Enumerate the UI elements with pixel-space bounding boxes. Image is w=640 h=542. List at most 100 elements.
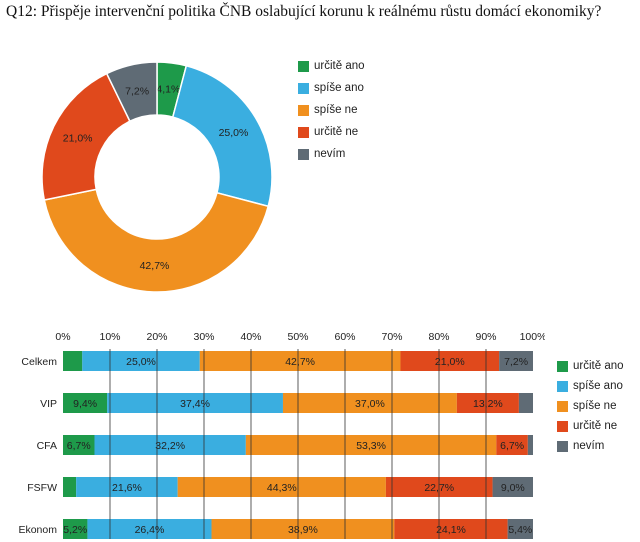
legend-swatch	[557, 440, 568, 452]
legend-swatch	[298, 104, 309, 116]
x-tick-label: 60%	[334, 331, 355, 343]
page-title: Q12: Přispěje intervenční politika ČNB o…	[6, 3, 602, 20]
bar-segment-vip-nevim	[518, 393, 533, 413]
legend-label: určitě ne	[573, 420, 618, 432]
legend-label: nevím	[314, 148, 346, 160]
donut-legend-item-spise-ne: spíše ne	[298, 99, 365, 121]
bar-label-celkem-spise-ano: 25,0%	[126, 356, 156, 368]
x-tick-label: 90%	[475, 331, 496, 343]
bar-label-ekonom-urcite-ano: 5,2%	[63, 524, 87, 536]
bar-segment-cfa-nevim	[527, 435, 533, 455]
bar-label-cfa-urcite-ne: 6,7%	[500, 440, 524, 452]
donut-slice-spise-ne	[43, 188, 270, 293]
legend-label: určitě ne	[314, 126, 359, 138]
bar-legend-item-spise-ne: spíše ne	[557, 396, 624, 416]
bar-segment-ekonom-nevim	[507, 519, 533, 539]
donut-label-nevim: 7,2%	[125, 85, 149, 97]
bar-label-cfa-urcite-ano: 6,7%	[67, 440, 91, 452]
bar-segment-ekonom-urcite-ano	[63, 519, 88, 539]
x-tick-label: 50%	[287, 331, 308, 343]
bar-legend-item-spise-ano: spíše ano	[557, 376, 624, 396]
bar-label-ekonom-urcite-ne: 24,1%	[436, 524, 466, 536]
legend-swatch	[298, 148, 309, 160]
x-tick-label: 0%	[55, 331, 70, 343]
donut-chart: 4,1% 25,0% 42,7% 21,0% 7,2%	[41, 61, 273, 293]
bar-label-celkem-nevim: 7,2%	[504, 356, 528, 368]
bar-segment-celkem-spise-ano	[82, 351, 200, 371]
donut-legend-item-urcite-ne: určitě ne	[298, 121, 365, 143]
bar-segment-fsfw-spise-ne	[177, 477, 386, 497]
bar-label-ekonom-nevim: 5,4%	[508, 524, 532, 536]
legend-label: určitě ano	[573, 360, 624, 372]
donut-legend: určitě ano spíše ano spíše ne určitě ne neví…	[298, 55, 365, 165]
x-tick-label: 20%	[146, 331, 167, 343]
bar-label-fsfw-spise-ano: 21,6%	[112, 482, 142, 494]
legend-label: spíše ano	[314, 82, 364, 94]
bar-segment-cfa-spise-ano	[94, 435, 246, 455]
bar-segment-ekonom-urcite-ne	[394, 519, 508, 539]
bar-segment-ekonom-spise-ano	[87, 519, 212, 539]
bar-label-fsfw-spise-ne: 44,3%	[267, 482, 297, 494]
donut-legend-item-nevim: nevím	[298, 143, 365, 165]
bar-segment-vip-spise-ne	[282, 393, 457, 413]
stacked-bar-chart: 0% 10% 20% 30% 40% 50% 60% 70% 80% 90% 100% Celkem 2…	[18, 331, 545, 539]
bar-segment-celkem-urcite-ano	[63, 351, 83, 371]
donut-slice-spise-ano	[171, 64, 273, 208]
category-label-vip: VIP	[40, 398, 57, 410]
bar-label-celkem-urcite-ne: 21,0%	[435, 356, 465, 368]
x-tick-label: 100%	[520, 331, 545, 343]
bar-label-vip-spise-ano: 37,4%	[180, 398, 210, 410]
bar-segment-fsfw-urcite-ano	[63, 477, 77, 497]
bar-segment-cfa-urcite-ano	[63, 435, 95, 455]
bar-segment-vip-spise-ano	[107, 393, 283, 413]
bar-segment-celkem-nevim	[499, 351, 533, 371]
bar-label-vip-urcite-ne: 13,2%	[473, 398, 503, 410]
legend-swatch	[557, 400, 568, 412]
bar-segment-fsfw-nevim	[492, 477, 533, 497]
legend-swatch	[298, 82, 309, 94]
bar-segment-cfa-spise-ne	[245, 435, 497, 455]
legend-swatch	[298, 60, 309, 72]
donut-label-urcite-ne: 21,0%	[63, 132, 93, 144]
donut-slice-nevim	[105, 61, 158, 123]
bar-legend-item-nevim: nevím	[557, 436, 624, 456]
x-tick-label: 10%	[99, 331, 120, 343]
bar-label-fsfw-nevim: 9,0%	[501, 482, 525, 494]
donut-label-spise-ano: 25,0%	[219, 127, 249, 139]
bar-label-cfa-spise-ne: 53,3%	[356, 440, 386, 452]
x-tick-label: 30%	[193, 331, 214, 343]
donut-label-urcite-ano: 4,1%	[156, 84, 180, 96]
bar-segment-celkem-urcite-ne	[400, 351, 500, 371]
legend-label: spíše ano	[573, 380, 623, 392]
x-tick-label: 70%	[381, 331, 402, 343]
bar-segment-fsfw-spise-ano	[76, 477, 178, 497]
legend-swatch	[557, 420, 568, 432]
donut-legend-item-spise-ano: spíše ano	[298, 77, 365, 99]
bar-segment-celkem-spise-ne	[199, 351, 401, 371]
bar-label-ekonom-spise-ne: 38,9%	[288, 524, 318, 536]
bar-legend: určitě ano spíše ano spíše ne určitě ne neví…	[557, 356, 624, 456]
bar-label-ekonom-spise-ano: 26,4%	[135, 524, 165, 536]
category-label-ekonom: Ekonom	[18, 524, 57, 536]
bar-label-cfa-spise-ano: 32,2%	[155, 440, 185, 452]
bar-label-vip-urcite-ano: 9,4%	[73, 398, 97, 410]
category-label-celkem: Celkem	[21, 356, 57, 368]
x-tick-label: 40%	[240, 331, 261, 343]
x-tick-label: 80%	[428, 331, 449, 343]
category-label-fsfw: FSFW	[27, 482, 57, 494]
legend-label: nevím	[573, 440, 605, 452]
bar-label-vip-spise-ne: 37,0%	[355, 398, 385, 410]
donut-label-spise-ne: 42,7%	[140, 260, 170, 272]
donut-legend-item-urcite-ano: určitě ano	[298, 55, 365, 77]
bar-segment-vip-urcite-ne	[456, 393, 519, 413]
legend-swatch	[557, 380, 568, 392]
legend-label: spíše ne	[314, 104, 358, 116]
legend-swatch	[298, 126, 309, 138]
legend-label: určitě ano	[314, 60, 365, 72]
bar-legend-item-urcite-ano: určitě ano	[557, 356, 624, 376]
legend-swatch	[557, 360, 568, 372]
bar-segment-vip-urcite-ano	[63, 393, 108, 413]
category-label-cfa: CFA	[37, 440, 57, 452]
bar-segment-ekonom-spise-ne	[211, 519, 395, 539]
bar-legend-item-urcite-ne: určitě ne	[557, 416, 624, 436]
